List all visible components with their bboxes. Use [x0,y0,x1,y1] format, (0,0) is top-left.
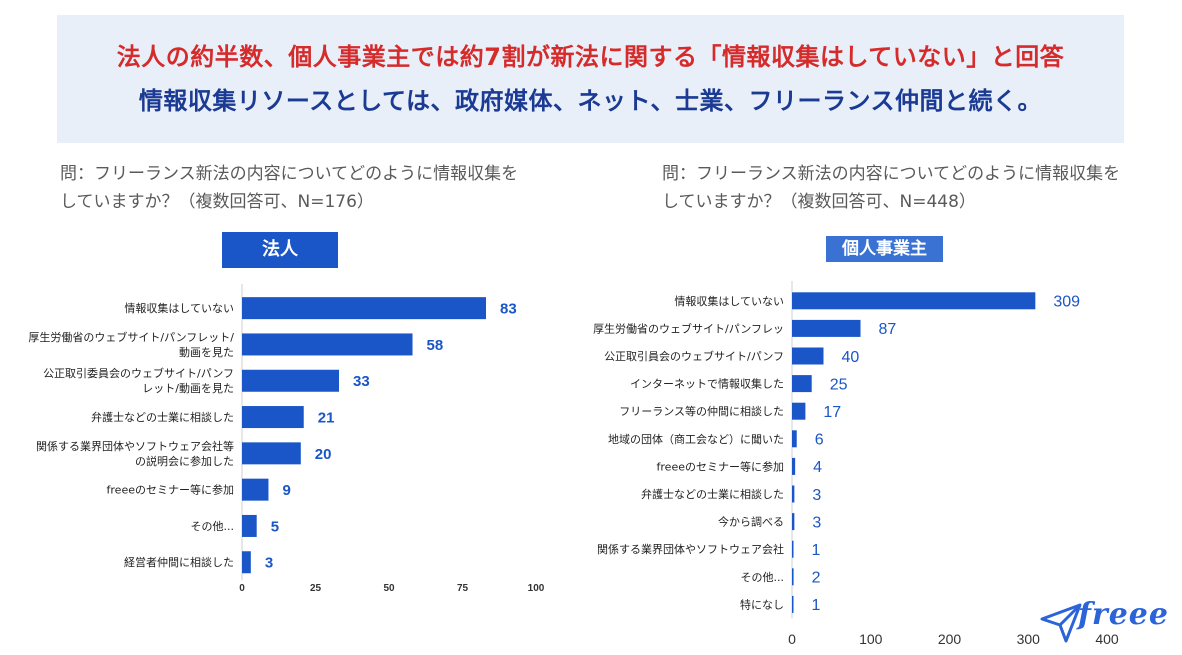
x-tick-label: 75 [457,583,469,594]
category-label: その他... [191,520,235,533]
headline-blue: 情報収集リソースとしては、政府媒体、ネット、士業、フリーランス仲間と続く。 [138,87,1043,115]
value-label: 21 [318,409,335,426]
bar [792,375,812,393]
value-label: 3 [812,487,821,504]
bar [792,457,796,475]
bar [242,478,269,501]
category-label: 弁護士などの士業に相談した [641,487,784,501]
question-corporate: 問：フリーランス新法の内容についてどのように情報収集をしていますか？（複数回答可… [60,164,519,212]
category-label: 関係する業界団体やソフトウェア会社等の説明会に参加した [36,439,234,468]
bar [792,319,861,337]
question-sole-proprietor: 問：フリーランス新法の内容についてどのように情報収集をしていますか？（複数回答可… [662,164,1121,212]
x-tick-label: 0 [788,631,796,647]
category-label: 厚生労働省のウェブサイト/パンフレット/動画を見た [28,330,234,359]
bar [242,369,340,392]
bar [242,333,413,356]
bar [792,595,794,613]
value-label: 5 [271,518,279,535]
x-tick-label: 50 [383,583,395,594]
category-label: インターネットで情報収集した [630,377,784,391]
value-label: 309 [1053,294,1080,311]
category-label: 情報収集はしていない [674,294,784,308]
chart-corporate: 83 情報収集はしていない 58 厚生労働省のウェブサイト/パンフレット/動画を見た 3… [28,284,545,594]
category-label: フリーランス等の仲間に相談した [619,404,784,418]
x-tick-label: 400 [1095,631,1119,647]
category-label: 公正取引員会のウェブサイト/パンフ [604,349,784,363]
value-label: 3 [812,514,821,531]
freee-logo: freee [1040,595,1170,645]
category-label: 公正取引委員会のウェブサイト/パンフレット/動画を見た [43,366,234,395]
bar [242,514,257,537]
value-label: 25 [830,376,848,393]
x-tick-label: 25 [310,583,322,594]
value-label: 40 [842,349,860,366]
value-label: 17 [823,404,841,421]
freee-logo-text: freee [1078,597,1169,632]
value-label: 87 [879,321,897,338]
x-tick-label: 200 [938,631,962,647]
value-label: 20 [315,446,332,463]
category-label: その他... [741,571,785,584]
value-label: 33 [353,373,370,390]
value-label: 2 [812,570,821,587]
chart-title-corporate: 法人 [222,232,338,268]
value-label: 1 [812,597,821,614]
value-label: 6 [815,432,824,449]
headline-banner: 法人の約半数、個人事業主では約7割が新法に関する「情報収集はしていない」と回答 … [57,15,1124,143]
category-label: 経営者仲間に相談した [124,555,234,569]
category-label: freeeのセミナー等に参加 [107,483,234,497]
bar [792,430,797,448]
bar [242,551,251,574]
value-label: 4 [813,459,822,476]
category-label: 関係する業界団体やソフトウェア会社 [597,542,784,556]
paper-plane-icon [1040,603,1082,643]
category-label: 地域の団体（商工会など）に聞いた [608,432,784,446]
x-tick-label: 0 [239,583,245,594]
value-label: 1 [812,542,821,559]
bar [242,442,301,465]
headline-red: 法人の約半数、個人事業主では約7割が新法に関する「情報収集はしていない」と回答 [116,43,1065,71]
category-label: 厚生労働省のウェブサイト/パンフレッ [593,321,784,335]
bar [792,402,806,420]
bar [242,406,304,429]
category-label: 弁護士などの士業に相談した [91,410,234,424]
value-label: 9 [282,482,290,499]
x-tick-label: 100 [859,631,883,647]
category-label: 今から調べる [718,515,784,529]
bar [792,347,824,365]
bar [792,485,795,503]
bar [792,568,794,586]
x-tick-label: 100 [528,583,545,594]
bar [792,513,795,531]
category-label: 情報収集はしていない [124,301,234,315]
value-label: 83 [500,301,517,318]
bar [792,292,1036,310]
x-tick-label: 300 [1017,631,1041,647]
bar [792,540,794,558]
chart-title-sole-proprietor: 個人事業主 [826,236,943,262]
bar [242,297,487,320]
value-label: 58 [427,337,444,354]
category-label: 特になし [740,597,784,611]
value-label: 3 [265,555,273,572]
category-label: freeeのセミナー等に参加 [657,459,784,473]
